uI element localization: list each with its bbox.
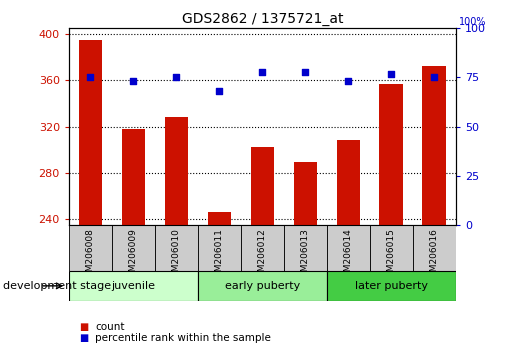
Text: ■: ■ (80, 333, 89, 343)
Bar (327, 225, 370, 271)
Text: GSM206013: GSM206013 (301, 228, 310, 283)
Text: later puberty: later puberty (355, 281, 428, 291)
Bar (164, 117, 188, 225)
Text: ■: ■ (80, 322, 89, 332)
Point (172, 75, 181, 80)
Bar (251, 147, 274, 225)
Text: 100%: 100% (458, 17, 486, 27)
Text: GSM206015: GSM206015 (387, 228, 396, 283)
Point (344, 79, 352, 84)
Bar (112, 225, 155, 271)
Text: GSM206012: GSM206012 (258, 228, 267, 283)
Text: GSM206014: GSM206014 (344, 228, 353, 283)
Text: development stage: development stage (3, 281, 111, 291)
Bar (121, 129, 145, 225)
Bar (422, 67, 446, 225)
Bar (69, 225, 112, 271)
Point (387, 71, 395, 76)
Point (215, 88, 224, 94)
Bar (370, 225, 413, 271)
Text: GSM206010: GSM206010 (172, 228, 181, 283)
Text: juvenile: juvenile (111, 281, 155, 291)
Text: GSM206011: GSM206011 (215, 228, 224, 283)
Bar (294, 162, 317, 225)
Text: GSM206009: GSM206009 (129, 228, 138, 283)
Point (301, 69, 310, 74)
Bar (413, 225, 456, 271)
Bar (198, 271, 327, 301)
Point (258, 69, 267, 74)
Bar (198, 225, 241, 271)
Point (430, 75, 438, 80)
Text: GSM206008: GSM206008 (86, 228, 95, 283)
Point (129, 79, 138, 84)
Bar (379, 84, 403, 225)
Text: GSM206016: GSM206016 (430, 228, 439, 283)
Point (86, 75, 95, 80)
Text: percentile rank within the sample: percentile rank within the sample (95, 333, 271, 343)
Bar (327, 271, 456, 301)
Bar (155, 225, 198, 271)
Title: GDS2862 / 1375721_at: GDS2862 / 1375721_at (182, 12, 343, 26)
Bar (337, 141, 360, 225)
Bar (208, 212, 231, 225)
Bar (69, 271, 198, 301)
Text: early puberty: early puberty (225, 281, 300, 291)
Bar (78, 40, 102, 225)
Text: count: count (95, 322, 125, 332)
Bar (241, 225, 284, 271)
Bar (284, 225, 327, 271)
